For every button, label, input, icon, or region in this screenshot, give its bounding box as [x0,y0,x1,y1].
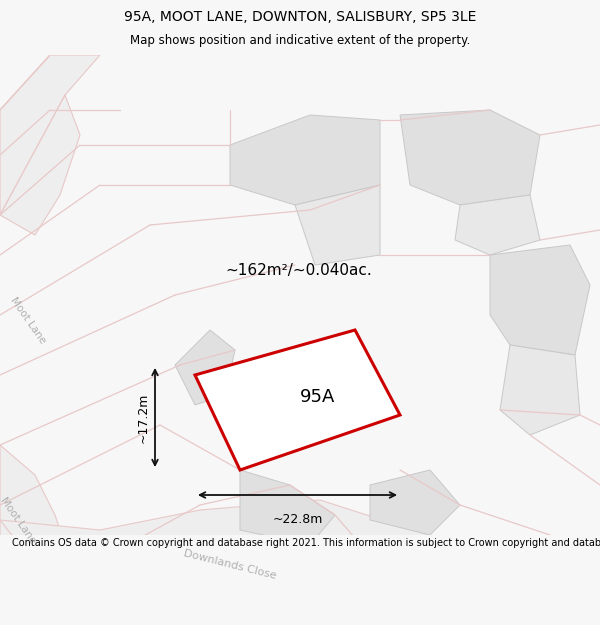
Polygon shape [0,500,460,590]
Polygon shape [0,55,100,235]
Polygon shape [240,470,335,545]
Text: ~17.2m: ~17.2m [137,392,150,442]
Polygon shape [295,185,380,265]
Polygon shape [455,195,540,255]
Text: 95A: 95A [300,389,335,406]
Text: ~22.8m: ~22.8m [272,513,323,526]
Polygon shape [230,115,380,205]
Polygon shape [0,445,80,590]
Polygon shape [370,470,460,535]
Text: 95A, MOOT LANE, DOWNTON, SALISBURY, SP5 3LE: 95A, MOOT LANE, DOWNTON, SALISBURY, SP5 … [124,10,476,24]
Polygon shape [400,110,540,205]
Text: Map shows position and indicative extent of the property.: Map shows position and indicative extent… [130,34,470,47]
Polygon shape [500,345,580,435]
Polygon shape [490,245,590,355]
Text: Moot Lane: Moot Lane [0,495,38,545]
Text: Moot Lane: Moot Lane [8,295,47,345]
Text: Downlands Close: Downlands Close [182,549,277,581]
Polygon shape [195,330,400,470]
Text: ~162m²/~0.040ac.: ~162m²/~0.040ac. [225,262,372,278]
Text: Contains OS data © Crown copyright and database right 2021. This information is : Contains OS data © Crown copyright and d… [12,538,600,548]
Polygon shape [175,330,235,405]
